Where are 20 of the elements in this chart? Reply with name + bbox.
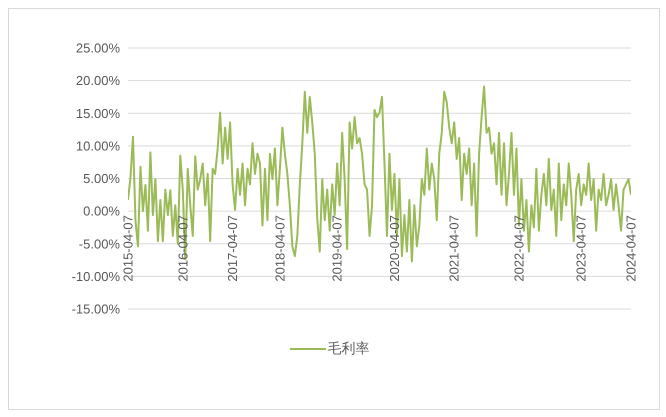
y-tick-label: 25.00% xyxy=(76,40,120,56)
x-tick-label: 2015-04-07 xyxy=(120,215,136,282)
x-tick-label: 2017-04-07 xyxy=(225,215,240,282)
x-tick-label: 2021-04-07 xyxy=(446,215,462,282)
y-tick-label: 15.00% xyxy=(76,106,120,121)
y-tick-label: 20.00% xyxy=(76,73,120,88)
y-tick-label: 0.00% xyxy=(83,204,120,219)
x-tick-label: 2018-04-07 xyxy=(272,215,288,282)
y-tick-label: -10.00% xyxy=(72,268,120,284)
x-tick-label: 2024-04-07 xyxy=(624,215,638,282)
x-tick-label: 2019-04-07 xyxy=(330,215,345,282)
x-tick-label: 2022-04-07 xyxy=(511,215,526,282)
y-tick-label: -5.00% xyxy=(78,236,120,252)
x-tick-label: 2020-04-07 xyxy=(386,215,402,282)
x-tick-label: 2016-04-07 xyxy=(175,215,190,282)
x-tick-label: 2023-04-07 xyxy=(574,215,589,282)
y-tick-label: 10.00% xyxy=(76,138,120,154)
y-tick-label: -15.00% xyxy=(72,302,120,317)
legend-label: 毛利率 xyxy=(328,340,370,358)
y-tick-label: 5.00% xyxy=(83,171,120,186)
